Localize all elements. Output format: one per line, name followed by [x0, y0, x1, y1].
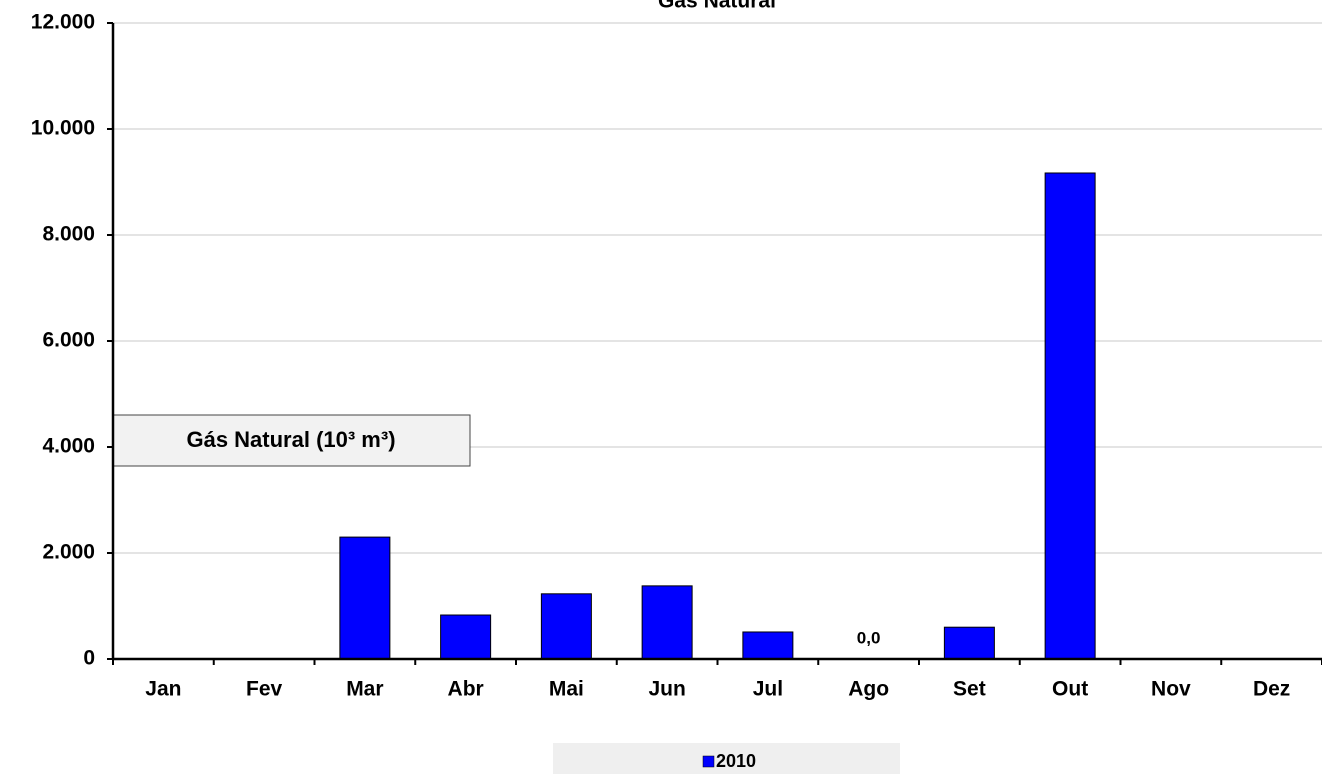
- annotation-box: [112, 414, 471, 467]
- annotation: Gás Natural (10³ m³): [186, 427, 395, 452]
- bar: [1044, 172, 1096, 660]
- y-tick-label: 4.000: [42, 435, 95, 458]
- y-tick-label: 2.000: [42, 541, 95, 564]
- x-tick-label: Fev: [246, 678, 283, 701]
- legend-box: [553, 743, 900, 774]
- y-tick-label: 0: [83, 647, 95, 670]
- bar: [943, 626, 995, 660]
- x-tick-label: Set: [953, 678, 986, 701]
- legend-swatch: [702, 755, 715, 768]
- legend-label: 2010: [716, 751, 756, 771]
- bar: [339, 536, 391, 660]
- x-tick-label: Ago: [848, 678, 889, 701]
- y-tick-label: 12.000: [31, 11, 95, 34]
- y-tick-label: 8.000: [42, 223, 95, 246]
- x-tick-label: Nov: [1151, 678, 1191, 701]
- x-tick-label: Jan: [145, 678, 181, 701]
- x-tick-label: Abr: [448, 678, 484, 701]
- chart-title: Gás Natural: [658, 0, 776, 13]
- y-tick-label: 6.000: [42, 329, 95, 352]
- bar: [440, 614, 492, 660]
- x-tick-label: Jun: [648, 678, 685, 701]
- data-label: 0,0: [857, 628, 881, 647]
- bar: [540, 593, 592, 660]
- x-tick-label: Mai: [549, 678, 584, 701]
- bar: [742, 631, 794, 660]
- x-tick-label: Jul: [753, 678, 783, 701]
- y-tick-label: 10.000: [31, 117, 95, 140]
- x-tick-label: Out: [1052, 678, 1088, 701]
- x-tick-label: Dez: [1253, 678, 1290, 701]
- bar: [641, 585, 693, 660]
- x-tick-label: Mar: [346, 678, 383, 701]
